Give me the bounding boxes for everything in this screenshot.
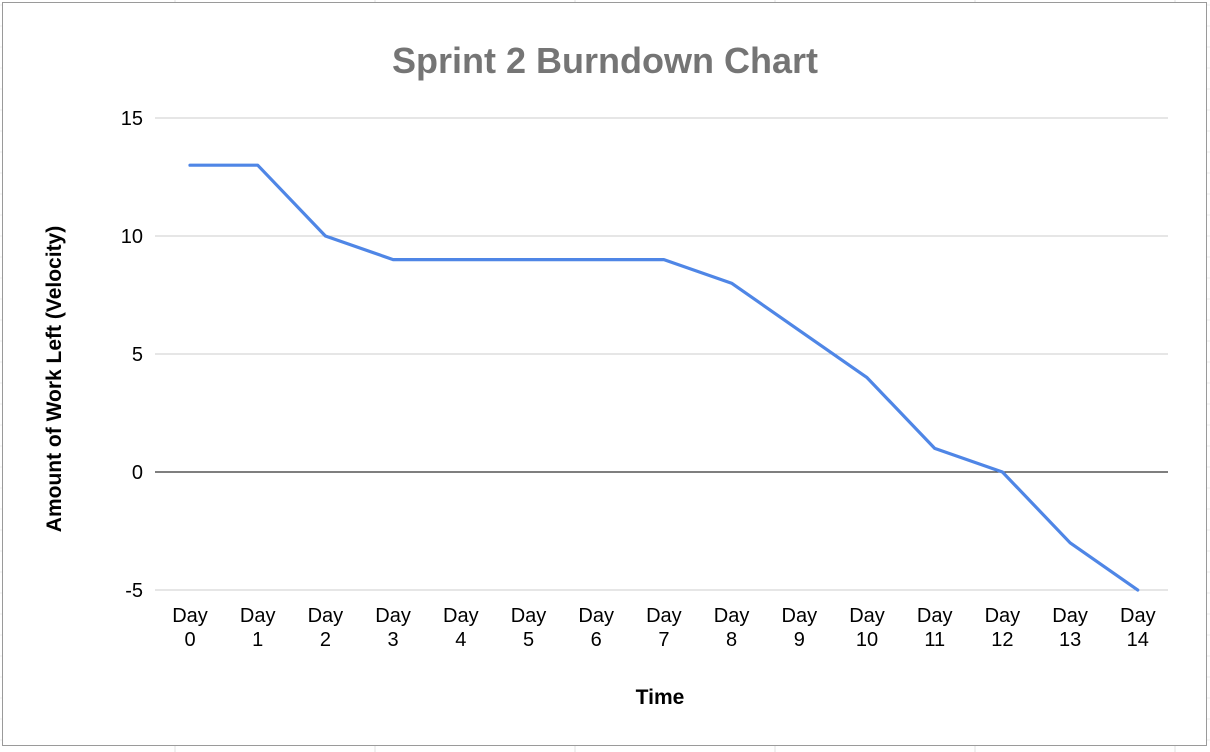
x-tick-label-number: 2 bbox=[320, 629, 331, 651]
y-axis-ticks: 15 10 5 0 -5 bbox=[121, 108, 143, 602]
series-layer bbox=[187, 162, 1141, 593]
data-point[interactable] bbox=[932, 445, 938, 451]
x-tick-label-number: 3 bbox=[388, 629, 399, 651]
data-point[interactable] bbox=[729, 280, 735, 286]
x-tick-label: Day bbox=[240, 605, 276, 627]
y-tick-label: 5 bbox=[132, 344, 143, 366]
gridlines bbox=[155, 117, 1168, 591]
x-tick-label-number: 9 bbox=[794, 629, 805, 651]
y-tick-label: 0 bbox=[132, 462, 143, 484]
x-tick-label: Day bbox=[1052, 605, 1088, 627]
x-tick-label-number: 6 bbox=[591, 629, 602, 651]
x-tick-label: Day bbox=[849, 605, 885, 627]
x-tick-label-number: 0 bbox=[184, 629, 195, 651]
x-tick-label-number: 1 bbox=[252, 629, 263, 651]
x-tick-label: Day bbox=[714, 605, 750, 627]
data-point[interactable] bbox=[999, 469, 1005, 475]
x-tick-label-number: 8 bbox=[726, 629, 737, 651]
data-point[interactable] bbox=[255, 162, 261, 168]
data-point[interactable] bbox=[796, 327, 802, 333]
data-point[interactable] bbox=[864, 375, 870, 381]
y-axis-title: Amount of Work Left (Velocity) bbox=[43, 226, 66, 532]
chart-title: Sprint 2 Burndown Chart bbox=[392, 40, 818, 81]
x-tick-label: Day bbox=[308, 605, 344, 627]
x-tick-label-number: 13 bbox=[1059, 629, 1081, 651]
x-tick-label-number: 12 bbox=[991, 629, 1013, 651]
x-tick-label: Day bbox=[443, 605, 479, 627]
x-tick-label: Day bbox=[375, 605, 411, 627]
x-tick-label: Day bbox=[917, 605, 953, 627]
data-point[interactable] bbox=[458, 257, 464, 263]
x-tick-label-number: 11 bbox=[924, 629, 945, 651]
data-point[interactable] bbox=[187, 162, 193, 168]
x-tick-label-number: 14 bbox=[1127, 629, 1149, 651]
x-tick-label: Day bbox=[985, 605, 1021, 627]
data-point[interactable] bbox=[526, 257, 532, 263]
x-tick-label-number: 5 bbox=[523, 629, 534, 651]
data-point[interactable] bbox=[1067, 540, 1073, 546]
x-axis-ticks: Day0Day1Day2Day3Day4Day5Day6Day7Day8Day9… bbox=[172, 605, 1155, 651]
data-point[interactable] bbox=[661, 257, 667, 263]
data-point[interactable] bbox=[1135, 587, 1141, 593]
x-tick-label: Day bbox=[782, 605, 818, 627]
x-tick-label-number: 4 bbox=[455, 629, 466, 651]
x-tick-label: Day bbox=[511, 605, 547, 627]
x-tick-label: Day bbox=[578, 605, 614, 627]
x-tick-label: Day bbox=[646, 605, 682, 627]
y-tick-label: 15 bbox=[121, 108, 143, 130]
data-point[interactable] bbox=[390, 257, 396, 263]
series-line[interactable] bbox=[188, 163, 1140, 592]
y-tick-label: -5 bbox=[125, 580, 143, 602]
data-point[interactable] bbox=[593, 257, 599, 263]
x-tick-label: Day bbox=[1120, 605, 1156, 627]
y-tick-label: 10 bbox=[121, 226, 143, 248]
x-tick-label: Day bbox=[172, 605, 208, 627]
x-tick-label-number: 7 bbox=[658, 629, 669, 651]
data-point[interactable] bbox=[322, 233, 328, 239]
x-tick-label-number: 10 bbox=[856, 629, 878, 651]
x-axis-title: Time bbox=[636, 686, 685, 709]
